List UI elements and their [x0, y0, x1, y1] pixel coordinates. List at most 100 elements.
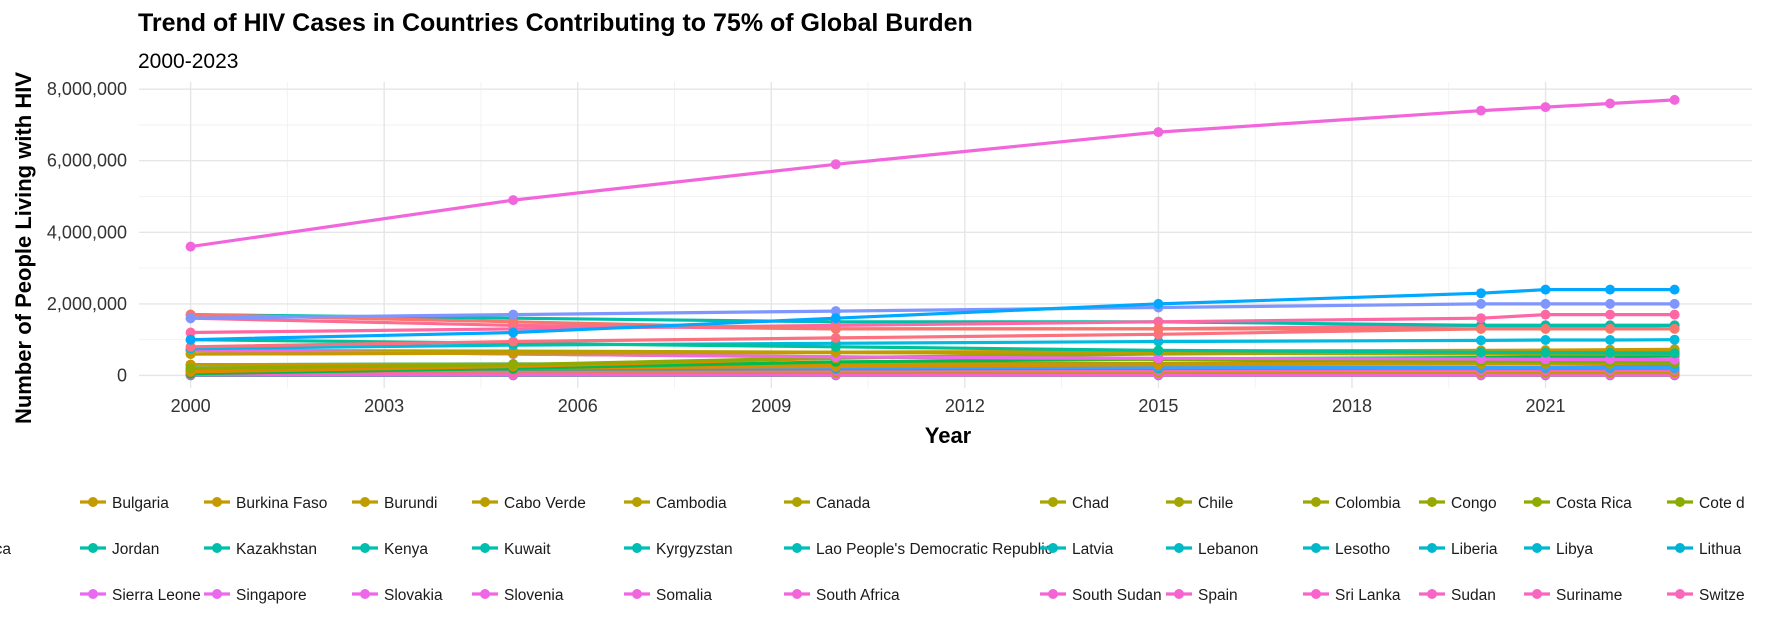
legend-key-point — [1174, 543, 1184, 553]
data-point — [1669, 348, 1680, 359]
legend-key-point — [1532, 589, 1542, 599]
legend-item: Cabo Verde — [472, 495, 586, 512]
x-axis-title: Year — [925, 423, 972, 448]
data-point — [830, 306, 841, 317]
x-tick-label: 2015 — [1138, 396, 1178, 416]
legend-item: Lithua — [1667, 541, 1742, 558]
data-point — [1476, 347, 1486, 358]
legend-label: Kazakhstan — [236, 541, 317, 558]
legend-item: Kenya — [352, 541, 428, 558]
legend-label: Switze — [1699, 587, 1745, 604]
legend-item: South Sudan — [1040, 587, 1162, 604]
legend-label: Lebanon — [1198, 541, 1258, 558]
legend-label: Congo — [1451, 495, 1497, 512]
series-line — [190, 368, 1675, 373]
chart-subtitle: 2000-2023 — [138, 50, 238, 73]
legend-label: Kuwait — [504, 541, 551, 558]
legend-key-point — [1532, 497, 1542, 507]
legend-item: Congo — [1419, 495, 1497, 512]
legend-item: Chad — [1040, 495, 1109, 512]
legend-key-point — [1048, 589, 1058, 599]
y-axis-title: Number of People Living with HIV — [11, 72, 36, 424]
legend-label: Libya — [1556, 541, 1593, 558]
data-point — [1669, 334, 1680, 345]
data-point — [508, 336, 519, 347]
data-point — [830, 341, 841, 352]
legend-key-point — [360, 497, 370, 507]
legend-item: Slovakia — [352, 587, 443, 604]
data-point — [1669, 298, 1680, 309]
legend-item: Spain — [1166, 587, 1238, 604]
legend-label: Canada — [816, 495, 871, 512]
x-tick-label: 2000 — [171, 396, 211, 416]
legend-item: Sierra Leone — [80, 587, 201, 604]
legend-item: Canada — [784, 495, 871, 512]
legend-key-point — [88, 543, 98, 553]
legend-item: Singapore — [204, 587, 307, 604]
legend-key-point — [1427, 543, 1437, 553]
x-tick-label: 2003 — [364, 396, 404, 416]
legend-key-point — [1174, 589, 1184, 599]
series-line — [190, 338, 1675, 355]
legend-item: Sri Lanka — [1303, 587, 1401, 604]
legend-label: Costa Rica — [1556, 495, 1632, 512]
legend-item: Kyrgyzstan — [624, 541, 733, 558]
legend-label: Singapore — [236, 587, 307, 604]
legend-label: Chad — [1072, 495, 1109, 512]
legend-item: Kazakhstan — [204, 541, 317, 558]
data-point — [1476, 313, 1486, 324]
series-line — [190, 98, 1675, 249]
legend-key-point — [1311, 497, 1321, 507]
legend-item: Switze — [1667, 587, 1745, 604]
legend-key-point — [360, 589, 370, 599]
legend-label: Colombia — [1335, 495, 1401, 512]
data-point — [1476, 335, 1486, 346]
data-point — [1153, 298, 1164, 309]
legend-item: Chile — [1166, 495, 1233, 512]
data-point — [508, 348, 519, 359]
data-point — [508, 327, 519, 338]
legend-label: Kenya — [384, 541, 428, 558]
legend-item: Suriname — [1524, 587, 1622, 604]
legend-item: Lebanon — [1166, 541, 1258, 558]
legend-key-point — [1427, 497, 1437, 507]
legend-item: Sudan — [1419, 587, 1496, 604]
data-point — [1476, 298, 1486, 309]
legend-label: Sierra Leone — [112, 587, 201, 604]
legend-label: Burkina Faso — [236, 495, 327, 512]
data-point — [830, 332, 841, 343]
series-line — [190, 313, 1675, 331]
legend-key-point — [212, 543, 222, 553]
legend-key-point — [360, 543, 370, 553]
data-point — [1540, 102, 1551, 113]
y-axis-ticks: 0 2,000,000 4,000,000 6,000,000 8,000,000 — [47, 79, 127, 385]
data-point — [185, 363, 196, 374]
legend-key-point — [88, 497, 98, 507]
data-point — [1540, 298, 1551, 309]
legend-label: Slovenia — [504, 587, 564, 604]
series-south-africa — [185, 94, 1680, 252]
legend-item: Lao People's Democratic Republic — [784, 541, 1053, 558]
data-point — [1605, 323, 1616, 334]
legend-key-point — [1675, 589, 1685, 599]
legend-item: Slovenia — [472, 587, 564, 604]
legend-label: Suriname — [1556, 587, 1622, 604]
data-point — [1153, 336, 1164, 347]
data-point — [508, 316, 519, 327]
legend-key-point — [792, 543, 802, 553]
legend-label: Liberia — [1451, 541, 1498, 558]
y-tick-label: 4,000,000 — [47, 222, 127, 242]
legend-key-point — [1675, 543, 1685, 553]
legend-item: Bulgaria — [80, 495, 169, 512]
legend-key-point — [88, 589, 98, 599]
series-mozambique — [185, 284, 1680, 345]
legend-item: Latvia — [1040, 541, 1114, 558]
legend-key-point — [480, 543, 490, 553]
legend-label: Jordan — [112, 541, 159, 558]
series-lines — [185, 94, 1680, 381]
data-point — [1669, 94, 1680, 105]
legend-label: Lesotho — [1335, 541, 1390, 558]
data-point — [1540, 335, 1551, 345]
series-line — [190, 288, 1675, 342]
